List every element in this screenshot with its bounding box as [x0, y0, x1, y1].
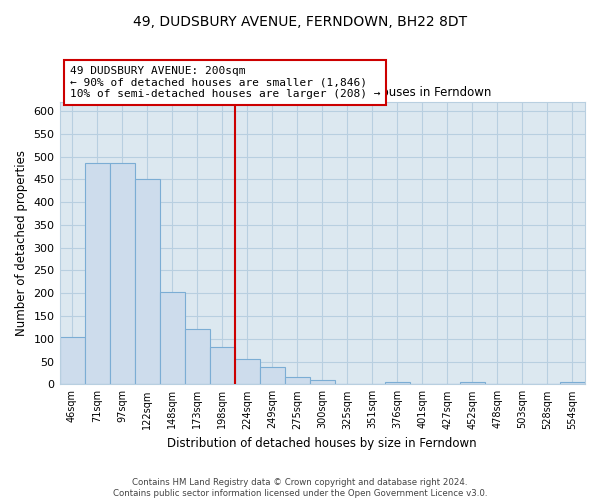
Bar [310, 380, 335, 384]
Bar [235, 360, 260, 384]
Bar [160, 292, 185, 384]
Bar [260, 367, 285, 384]
Bar [85, 162, 110, 384]
Bar [185, 329, 209, 384]
Text: 49, DUDSBURY AVENUE, FERNDOWN, BH22 8DT: 49, DUDSBURY AVENUE, FERNDOWN, BH22 8DT [133, 15, 467, 29]
Bar [209, 346, 235, 385]
Bar [560, 382, 585, 384]
X-axis label: Distribution of detached houses by size in Ferndown: Distribution of detached houses by size … [167, 437, 477, 450]
Text: 49 DUDSBURY AVENUE: 200sqm
← 90% of detached houses are smaller (1,846)
10% of s: 49 DUDSBURY AVENUE: 200sqm ← 90% of deta… [70, 66, 380, 99]
Y-axis label: Number of detached properties: Number of detached properties [15, 150, 28, 336]
Title: Size of property relative to detached houses in Ferndown: Size of property relative to detached ho… [153, 86, 491, 100]
Bar [285, 378, 310, 384]
Bar [59, 336, 85, 384]
Bar [134, 178, 160, 384]
Bar [110, 162, 134, 384]
Bar [385, 382, 410, 384]
Text: Contains HM Land Registry data © Crown copyright and database right 2024.
Contai: Contains HM Land Registry data © Crown c… [113, 478, 487, 498]
Bar [460, 382, 485, 384]
